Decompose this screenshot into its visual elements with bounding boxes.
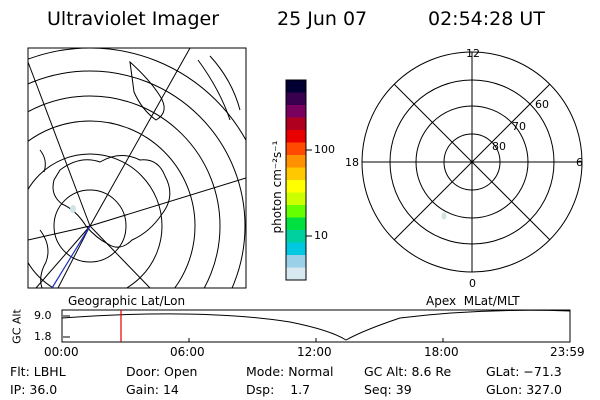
date-readout: 25 Jun 07	[277, 8, 368, 30]
time-readout: 02:54:28 UT	[428, 8, 545, 30]
mlat-label-80: 80	[492, 140, 506, 153]
color-bar-segment	[286, 205, 306, 218]
altitude-ytick-low: 1.8	[34, 330, 52, 343]
colorbar-unit-label: photon cm⁻²s⁻¹	[270, 140, 284, 234]
mlt-label-12: 12	[466, 47, 480, 60]
xtick-2359: 23:59	[550, 345, 585, 359]
mlt-label-0: 0	[469, 277, 476, 290]
color-bar-segment	[286, 180, 306, 193]
xtick-1200: 12:00	[297, 345, 332, 359]
color-bar-segment	[286, 217, 306, 231]
status-door: Door: Open	[126, 364, 198, 379]
color-bar-segment	[286, 167, 306, 181]
status-flt: Flt: LBHL	[10, 364, 66, 379]
lat-circles	[28, 48, 246, 288]
status-glon: GLon: 327.0	[486, 382, 562, 397]
color-bar-segment	[286, 230, 306, 243]
color-bar-segment	[286, 92, 306, 106]
mlat-label-60: 60	[535, 98, 549, 111]
color-bar-segment	[286, 142, 306, 156]
color-bar-segment	[286, 192, 306, 206]
xtick-1800: 18:00	[424, 345, 459, 359]
track-line	[51, 225, 91, 289]
status-mode: Mode: Normal	[246, 364, 334, 379]
app-title: Ultraviolet Imager	[47, 8, 220, 30]
xtick-0000: 00:00	[44, 345, 79, 359]
altitude-ytick-high: 9.0	[34, 309, 52, 322]
status-glat: GLat: −71.3	[486, 364, 562, 379]
color-bar-segment	[286, 105, 306, 118]
color-bar-segment	[286, 255, 306, 268]
aurora-spot-left	[70, 205, 76, 213]
color-bar-segment	[286, 130, 306, 143]
altitude-plot-frame	[61, 309, 571, 343]
mlt-label-6: 6	[576, 156, 583, 169]
color-bar-segment	[286, 242, 306, 256]
aurora-spot-right	[441, 212, 447, 220]
color-bar-segment	[286, 117, 306, 131]
apex-map	[361, 51, 583, 273]
status-seq: Seq: 39	[364, 382, 412, 397]
color-bar	[286, 80, 306, 281]
status-dsp: Dsp: 1.7	[246, 382, 311, 397]
color-bar-frame	[285, 79, 307, 281]
color-bar-segment	[286, 267, 306, 281]
colorbar-tick-100: 100	[314, 143, 335, 156]
status-gain: Gain: 14	[126, 382, 179, 397]
left-map-frame	[27, 47, 247, 289]
status-ip: IP: 36.0	[10, 382, 58, 397]
color-bar-segment	[286, 155, 306, 168]
mlt-label-18: 18	[345, 156, 359, 169]
right-map-label: Apex MLat/MLT	[426, 294, 520, 308]
mlat-label-70: 70	[512, 120, 526, 133]
color-bar-segment	[286, 80, 306, 93]
colorbar-tick-10: 10	[314, 229, 328, 242]
left-map-label: Geographic Lat/Lon	[68, 294, 186, 308]
status-gc-alt: GC Alt: 8.6 Re	[364, 364, 452, 379]
xtick-0600: 06:00	[170, 345, 205, 359]
altitude-curve	[61, 309, 571, 341]
altitude-ylabel: GC Alt	[10, 309, 24, 344]
